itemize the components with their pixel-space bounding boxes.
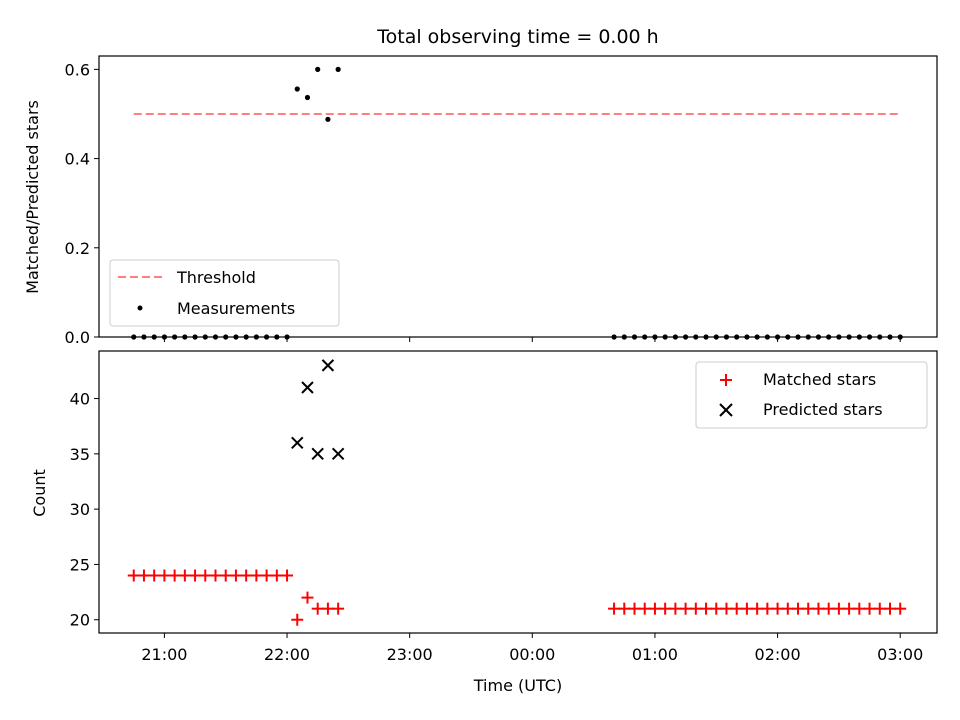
matched-star-point: [219, 569, 232, 582]
matched-star-point: [669, 602, 682, 615]
predicted-star-point: [301, 381, 314, 394]
matched-star-point: [883, 602, 896, 615]
matched-star-point: [638, 602, 651, 615]
legend-threshold-label: Threshold: [176, 268, 256, 287]
matched-star-point: [781, 602, 794, 615]
matched-star-point: [802, 602, 815, 615]
matched-star-point: [730, 602, 743, 615]
x-tick-label: 23:00: [387, 645, 433, 664]
matched-star-point: [863, 602, 876, 615]
matched-star-point: [178, 569, 191, 582]
x-tick-label: 03:00: [877, 645, 923, 664]
predicted-star-point: [291, 436, 304, 449]
matched-star-point: [659, 602, 672, 615]
predicted-star-point: [311, 447, 324, 461]
legend-measurements-swatch: [137, 305, 143, 311]
matched-star-point: [199, 569, 212, 582]
matched-star-point: [281, 569, 294, 582]
matched-star-point: [301, 591, 314, 604]
measurement-point: [335, 66, 341, 72]
matched-star-point: [270, 569, 283, 582]
matched-star-point: [822, 602, 835, 615]
chart-title: Total observing time = 0.00 h: [376, 26, 658, 48]
matched-star-point: [761, 602, 774, 615]
bottom-legend-box: [695, 361, 928, 429]
bottom-y-axis-label: Count: [30, 469, 49, 517]
top-legend: Threshold Measurements: [109, 259, 340, 327]
matched-star-point: [332, 602, 345, 615]
matched-star-point: [189, 569, 202, 582]
matched-star-point: [873, 602, 886, 615]
matched-star-point: [311, 602, 324, 615]
matched-star-point: [209, 569, 222, 582]
legend-predicted-swatch: [719, 403, 733, 417]
matched-star-point: [843, 602, 856, 615]
matched-star-point: [853, 602, 866, 615]
legend-predicted-label: Predicted stars: [763, 400, 883, 419]
top-axes: 0.0 0.2 0.4 0.6: [65, 55, 938, 347]
matched-star-point: [137, 569, 150, 582]
bottom-y-tick-label: 40: [70, 390, 90, 409]
matched-star-point: [127, 569, 140, 582]
matched-star-point: [608, 602, 621, 615]
matched-star-point: [689, 602, 702, 615]
matched-star-point: [158, 569, 171, 582]
top-legend-box: [109, 259, 340, 327]
predicted-star-point: [331, 447, 345, 461]
measurement-point: [304, 94, 311, 101]
matched-star-point: [321, 602, 334, 615]
bottom-y-tick-label: 20: [70, 611, 90, 630]
top-y-tick-label: 0.0: [65, 328, 90, 347]
matched-star-point: [832, 602, 845, 615]
matched-star-point: [679, 602, 692, 615]
matched-star-point: [771, 602, 784, 615]
matched-star-point: [812, 602, 825, 615]
bottom-axes: 20 25 30 35 40 21:00 22:00 23:00 00:00 01:00 02:00…: [70, 350, 938, 664]
measurement-point: [325, 116, 331, 122]
x-tick-label: 02:00: [755, 645, 801, 664]
matched-star-point: [148, 569, 161, 582]
matched-star-point: [250, 569, 263, 582]
x-axis-label: Time (UTC): [473, 676, 562, 695]
predicted-star-point: [321, 359, 335, 372]
matched-star-point: [792, 602, 805, 615]
matched-star-point: [168, 569, 181, 582]
measurement-point: [315, 66, 321, 72]
matched-star-point: [229, 569, 242, 582]
matched-star-point: [628, 602, 641, 615]
legend-matched-swatch: [720, 374, 732, 386]
top-plot-frame: [98, 55, 938, 338]
x-tick-label: 00:00: [509, 645, 555, 664]
bottom-plot-frame: [98, 350, 938, 634]
top-y-tick-label: 0.6: [65, 60, 90, 79]
matched-star-point: [240, 569, 253, 582]
matched-star-point: [720, 602, 733, 615]
matched-star-point: [740, 602, 753, 615]
measurement-point: [294, 86, 300, 92]
matched-star-point: [700, 602, 713, 615]
x-tick-label: 22:00: [264, 645, 310, 664]
bottom-y-tick-label: 30: [70, 500, 90, 519]
matched-star-point: [710, 602, 723, 615]
x-tick-label: 01:00: [632, 645, 678, 664]
matched-star-point: [894, 602, 907, 615]
top-y-tick-label: 0.4: [65, 150, 90, 169]
matched-star-point: [751, 602, 764, 615]
bottom-y-tick-label: 25: [70, 555, 90, 574]
legend-matched-label: Matched stars: [763, 370, 876, 389]
matched-star-point: [291, 613, 304, 626]
matched-star-point: [260, 569, 273, 582]
matched-star-point: [648, 602, 661, 615]
matched-star-point: [618, 602, 631, 615]
x-tick-label: 21:00: [141, 645, 187, 664]
top-y-axis-label: Matched/Predicted stars: [23, 100, 42, 294]
legend-measurements-label: Measurements: [177, 299, 295, 318]
bottom-y-tick-label: 35: [70, 445, 90, 464]
bottom-legend: Matched stars Predicted stars: [695, 361, 928, 429]
top-y-tick-label: 0.2: [65, 239, 90, 258]
